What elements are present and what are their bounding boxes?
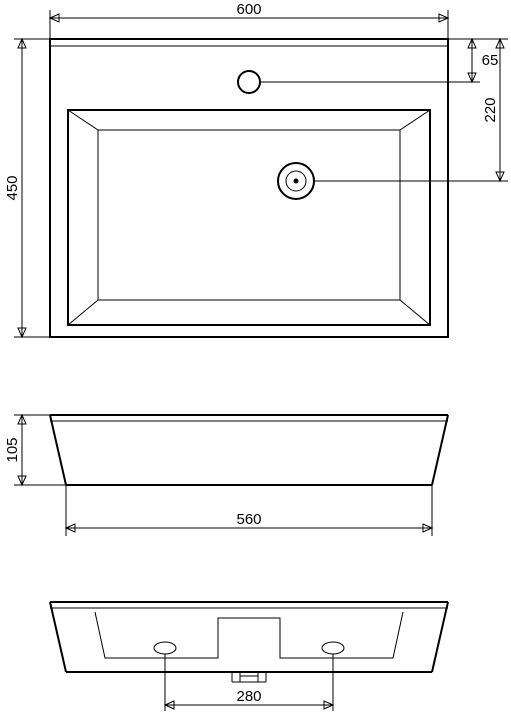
dim-600: 600 — [50, 1, 448, 39]
dim-65: 65 — [260, 39, 498, 82]
dim-600-label: 600 — [236, 1, 261, 18]
dim-560-label: 560 — [236, 511, 261, 528]
dim-105: 105 — [4, 415, 66, 485]
dim-105-label: 105 — [4, 437, 21, 462]
side-view — [50, 415, 448, 485]
dim-560: 560 — [66, 485, 432, 536]
dim-280-label: 280 — [236, 688, 261, 705]
front-view — [50, 602, 448, 682]
top-view — [50, 39, 448, 337]
tap-hole-icon — [238, 71, 260, 93]
dim-65-label: 65 — [482, 52, 499, 69]
dim-450: 450 — [4, 39, 50, 337]
mount-slot-left-icon — [154, 642, 176, 654]
dim-450-label: 450 — [4, 175, 21, 200]
dim-220-label: 220 — [482, 97, 499, 122]
mount-slot-right-icon — [322, 642, 344, 654]
